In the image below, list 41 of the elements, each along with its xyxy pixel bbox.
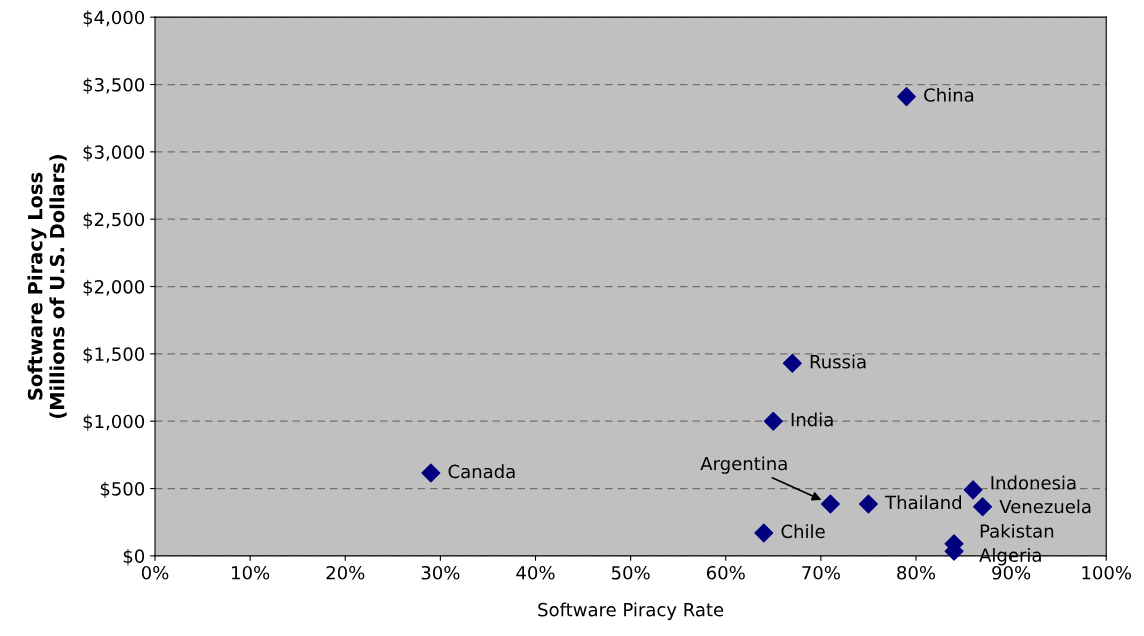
x-tick-label: 40% — [516, 565, 555, 580]
annotation: India — [791, 412, 833, 427]
x-tick-label: 70% — [802, 565, 840, 580]
annotation: China — [924, 87, 974, 102]
annotation: Venezuela — [999, 499, 1091, 514]
y-tick-label: $2,500 — [83, 212, 145, 229]
annotation: Indonesia — [991, 475, 1076, 490]
x-tick-label: 50% — [611, 565, 650, 580]
annotation: Chile — [781, 524, 825, 539]
x-tick-label: 80% — [897, 565, 936, 580]
y-tick-label: $2,000 — [83, 279, 145, 297]
point — [973, 497, 993, 517]
annotation: Argentina — [700, 456, 787, 474]
annotation: Russia — [810, 354, 866, 369]
y-tick-label: $500 — [100, 481, 145, 499]
x-tick-label: 100% — [1082, 565, 1132, 580]
point — [897, 87, 916, 107]
y-axis-title: Software Piracy Loss (Millions of U.S. Dollars) — [27, 155, 67, 419]
point — [754, 523, 774, 543]
point — [763, 411, 783, 431]
y-tick-label: $1,500 — [83, 346, 145, 364]
y-tick-label: $3,000 — [83, 144, 145, 162]
x-axis-title: Software Piracy Rate — [538, 602, 724, 620]
point — [421, 463, 441, 483]
x-tick-label: 30% — [421, 565, 460, 580]
x-tick-label: 60% — [706, 565, 745, 580]
x-tick-label: 90% — [992, 565, 1031, 580]
x-tick-label: 20% — [326, 565, 365, 580]
annotation: Pakistan — [980, 523, 1054, 538]
y-tick-label: $4,000 — [83, 10, 145, 27]
annotation: Canada — [448, 464, 515, 479]
y-tick-label: $3,500 — [83, 77, 145, 95]
point — [820, 494, 840, 514]
point — [963, 480, 983, 500]
point — [858, 494, 878, 514]
y-tick-label: $0 — [123, 549, 145, 566]
x-tick-label: 10% — [232, 565, 270, 580]
point — [782, 353, 802, 373]
y-tick-label: $1,000 — [83, 414, 145, 431]
x-tick-label: 0% — [141, 565, 169, 580]
annotation: Thailand — [885, 495, 961, 510]
